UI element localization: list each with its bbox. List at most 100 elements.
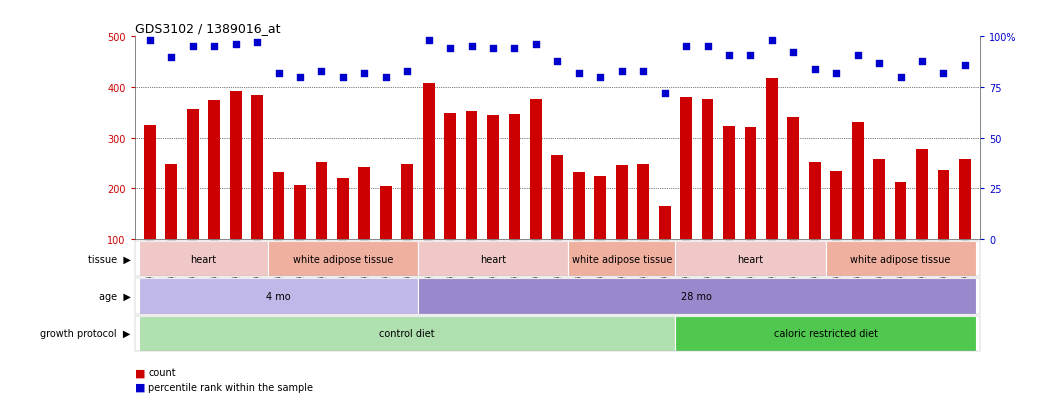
Point xyxy=(464,44,480,50)
Bar xyxy=(139,242,268,277)
Point xyxy=(807,66,823,73)
Bar xyxy=(851,123,864,240)
Bar xyxy=(268,242,418,277)
Point xyxy=(356,70,372,77)
Bar xyxy=(895,183,906,240)
Point xyxy=(678,44,695,50)
Bar xyxy=(418,279,976,314)
Bar xyxy=(638,165,649,240)
Bar xyxy=(959,160,971,240)
Point xyxy=(206,44,223,50)
Point xyxy=(828,70,844,77)
Bar xyxy=(552,156,563,240)
Bar xyxy=(187,109,199,240)
Bar xyxy=(251,95,263,240)
Bar xyxy=(787,118,800,240)
Text: heart: heart xyxy=(480,254,506,264)
Point xyxy=(935,70,952,77)
Point xyxy=(399,68,416,75)
Bar xyxy=(165,165,177,240)
Bar xyxy=(530,100,542,240)
Text: percentile rank within the sample: percentile rank within the sample xyxy=(148,382,313,392)
Point xyxy=(785,50,802,57)
Bar xyxy=(568,242,675,277)
Text: white adipose tissue: white adipose tissue xyxy=(850,254,951,264)
Bar xyxy=(139,316,675,351)
Point xyxy=(635,68,651,75)
Bar xyxy=(702,100,713,240)
Point xyxy=(271,70,287,77)
Bar xyxy=(723,127,735,240)
Text: ■: ■ xyxy=(135,382,145,392)
Bar xyxy=(766,78,778,240)
Bar xyxy=(401,165,413,240)
Bar xyxy=(380,186,392,240)
Point xyxy=(377,74,394,81)
Text: count: count xyxy=(148,368,176,377)
Point xyxy=(914,58,930,65)
Bar xyxy=(658,206,671,240)
Point xyxy=(506,46,523,52)
Point xyxy=(592,74,609,81)
Point xyxy=(849,52,866,59)
Text: growth protocol  ▶: growth protocol ▶ xyxy=(40,328,131,339)
Point xyxy=(871,60,888,67)
Bar xyxy=(675,316,976,351)
Bar xyxy=(208,100,220,240)
Point xyxy=(335,74,352,81)
Bar xyxy=(825,242,976,277)
Text: age  ▶: age ▶ xyxy=(99,291,131,301)
Point xyxy=(528,42,544,49)
Point xyxy=(549,58,565,65)
Text: tissue  ▶: tissue ▶ xyxy=(88,254,131,264)
Point xyxy=(614,68,630,75)
Point xyxy=(420,38,437,45)
Text: GDS3102 / 1389016_at: GDS3102 / 1389016_at xyxy=(135,21,280,35)
Bar xyxy=(418,242,568,277)
Bar xyxy=(616,166,627,240)
Text: heart: heart xyxy=(191,254,217,264)
Text: heart: heart xyxy=(737,254,763,264)
Point xyxy=(656,90,673,97)
Bar xyxy=(916,150,928,240)
Bar xyxy=(466,112,477,240)
Point xyxy=(313,68,330,75)
Text: white adipose tissue: white adipose tissue xyxy=(571,254,672,264)
Point xyxy=(721,52,737,59)
Point xyxy=(957,62,974,69)
Bar xyxy=(508,114,521,240)
Point xyxy=(249,40,265,47)
Text: ■: ■ xyxy=(135,368,145,377)
Text: white adipose tissue: white adipose tissue xyxy=(292,254,393,264)
Point xyxy=(742,52,759,59)
Bar xyxy=(937,170,950,240)
Bar xyxy=(444,114,456,240)
Bar xyxy=(873,160,885,240)
Bar xyxy=(572,173,585,240)
Bar xyxy=(295,186,306,240)
Point xyxy=(291,74,308,81)
Point xyxy=(227,42,244,49)
Point xyxy=(892,74,908,81)
Bar xyxy=(423,84,435,240)
Text: 28 mo: 28 mo xyxy=(681,291,712,301)
Text: control diet: control diet xyxy=(380,328,436,339)
Bar xyxy=(809,162,820,240)
Point xyxy=(570,70,587,77)
Bar xyxy=(230,92,242,240)
Point xyxy=(699,44,716,50)
Bar xyxy=(139,279,418,314)
Point xyxy=(185,44,201,50)
Bar xyxy=(337,179,348,240)
Point xyxy=(141,38,158,45)
Bar xyxy=(315,162,328,240)
Bar xyxy=(359,167,370,240)
Point xyxy=(442,46,458,52)
Bar xyxy=(594,176,607,240)
Text: 4 mo: 4 mo xyxy=(267,291,290,301)
Bar xyxy=(144,126,156,240)
Point xyxy=(484,46,501,52)
Bar xyxy=(745,127,756,240)
Text: caloric restricted diet: caloric restricted diet xyxy=(774,328,877,339)
Point xyxy=(763,38,780,45)
